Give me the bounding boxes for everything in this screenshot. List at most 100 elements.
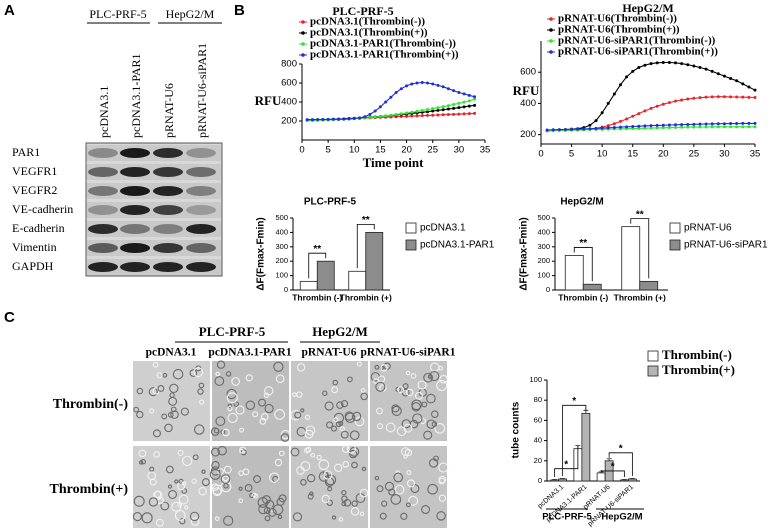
cell [400,512,408,520]
point [431,82,435,86]
legend-marker [301,53,305,57]
cell [220,481,232,493]
cell [261,495,271,504]
cell [374,475,380,481]
y-tick-label: 60 [534,415,542,424]
cell [184,505,189,510]
x-tick-label: Thrombin (-) [292,292,342,302]
point [467,104,471,108]
cell [263,507,271,514]
point [594,119,598,123]
point [389,113,393,117]
cell [434,422,446,434]
point [637,126,641,130]
band [88,205,118,215]
legend-label: pRNAT-U6-siPAR1 [684,240,768,251]
point [735,122,739,126]
error-bar [598,471,604,473]
cell [168,489,178,499]
point [655,61,659,65]
point [674,99,678,103]
point [467,99,471,103]
cell [351,500,358,507]
cell [419,418,427,425]
point [698,125,702,129]
point [686,125,690,129]
point [600,126,604,130]
point [741,82,745,86]
cell [217,468,224,475]
significance: ** [362,215,370,226]
cell [239,427,245,433]
point [643,109,647,113]
point [716,125,720,129]
point [680,123,684,127]
cell [168,396,178,406]
cell [264,403,274,414]
band [120,167,150,177]
point [649,62,653,66]
legend-marker [549,17,553,21]
significance: ** [579,238,587,249]
y-tick-label: 600 [281,78,297,89]
chart-title: PLC-PRF-5 [332,4,393,18]
point [735,125,739,129]
band [153,186,183,196]
cell [290,447,300,457]
point [415,114,419,118]
cell [292,512,303,522]
micro-row: Thrombin(+) [49,482,128,497]
point [446,87,450,91]
cell [426,393,436,404]
bar [639,280,659,291]
y-tick-label: 500 [275,213,288,222]
cell [170,406,177,413]
cell [223,483,229,489]
point [420,109,424,113]
band [186,205,216,215]
cell [171,501,182,512]
x-axis-label: Time point [363,155,424,170]
cell [157,385,165,392]
cell [332,379,339,386]
micrograph [133,361,210,441]
cell [253,475,262,484]
cell [408,495,419,506]
cell [402,383,409,390]
cell [405,388,414,397]
legend-marker [549,50,553,54]
y-axis-label: ΔF(Fmax-Fmin) [519,217,530,290]
point [337,117,341,121]
panel-label: B [234,2,245,19]
band [153,224,183,234]
cell [141,512,153,524]
cell [201,469,206,474]
cell [340,400,349,408]
cell [274,458,283,467]
point [722,125,726,129]
point [425,113,429,117]
point [729,95,733,99]
cell [211,461,220,470]
y-tick-label: 400 [281,97,297,108]
point [467,112,471,116]
point [557,128,561,132]
cell [238,498,244,504]
cell [227,403,233,408]
error-bar [629,478,635,479]
cell [198,487,207,496]
x-tick-label: 35 [480,145,491,156]
cell [172,368,184,380]
point [722,74,726,78]
point [446,107,450,111]
point [716,72,720,76]
cell [409,419,419,429]
cell [331,425,337,432]
protein-label: VEGFR1 [12,164,57,178]
point [600,111,604,115]
cell [231,377,241,386]
legend-label: pRNAT-U6-siPAR1(Thrombin(+)) [558,46,718,58]
bracket [608,452,633,476]
bar [619,479,629,482]
point [582,127,586,131]
